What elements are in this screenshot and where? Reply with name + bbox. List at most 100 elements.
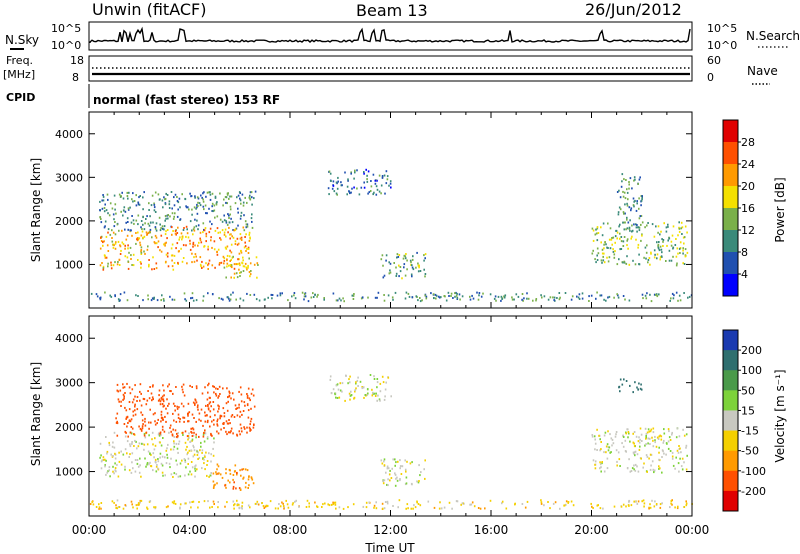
echo-point <box>450 295 452 297</box>
echo-point <box>433 297 435 300</box>
echo-point <box>241 501 244 504</box>
nsky-panel: N.Sky 10^5 10^0 10^5 10^0 N.Search <box>5 21 800 52</box>
echo-point <box>650 252 652 255</box>
echo-point <box>629 229 631 232</box>
echo-point <box>607 449 610 452</box>
echo-point <box>649 443 651 445</box>
echo-point <box>383 398 386 401</box>
echo-point <box>633 442 635 445</box>
echo-point <box>376 378 379 380</box>
echo-point <box>96 295 99 298</box>
echo-point <box>116 422 119 425</box>
y-tick-label: 2000 <box>55 421 83 434</box>
echo-point <box>226 245 229 248</box>
echo-point <box>628 206 631 209</box>
echo-point <box>227 231 229 234</box>
echo-point <box>150 299 153 302</box>
echo-point <box>142 397 145 400</box>
echo-point <box>241 468 243 471</box>
echo-point <box>389 262 392 265</box>
echo-point <box>152 398 154 401</box>
echo-point <box>418 266 420 269</box>
echo-point <box>195 387 198 390</box>
echo-point <box>100 236 102 239</box>
echo-point <box>122 453 125 456</box>
echo-point <box>600 441 602 443</box>
echo-point <box>637 226 640 229</box>
echo-point <box>386 502 389 505</box>
echo-point <box>600 448 602 451</box>
echo-point <box>609 247 612 250</box>
echo-point <box>157 399 160 402</box>
echo-point <box>376 386 378 389</box>
echo-point <box>594 442 597 445</box>
echo-point <box>163 228 165 231</box>
echo-point <box>381 507 384 510</box>
echo-point <box>171 259 173 262</box>
echo-point <box>384 395 386 398</box>
echo-point <box>588 295 590 298</box>
echo-point <box>167 265 170 268</box>
echo-point <box>148 259 150 261</box>
echo-point <box>117 390 120 393</box>
echo-point <box>225 468 227 471</box>
echo-point <box>195 420 197 423</box>
echo-point <box>207 268 209 270</box>
echo-point <box>233 398 235 401</box>
echo-point <box>126 234 129 237</box>
echo-point <box>146 215 148 218</box>
echo-point <box>189 248 192 251</box>
echo-point <box>403 266 405 269</box>
echo-point <box>489 499 492 502</box>
echo-point <box>249 399 251 402</box>
echo-point <box>399 465 402 468</box>
echo-point <box>129 392 132 395</box>
echo-point <box>248 475 250 478</box>
echo-point <box>216 482 218 485</box>
echo-point <box>651 499 653 502</box>
echo-point <box>104 464 106 467</box>
echo-point <box>116 263 119 266</box>
echo-point <box>250 191 253 194</box>
echo-point <box>162 437 164 439</box>
echo-point <box>156 422 158 425</box>
echo-point <box>337 180 339 183</box>
echo-point <box>599 467 601 470</box>
echo-point <box>661 238 663 241</box>
echo-point <box>242 259 244 262</box>
echo-point <box>154 191 157 194</box>
echo-point <box>163 394 165 397</box>
echo-point <box>370 180 372 182</box>
echo-point <box>624 221 626 224</box>
echo-point <box>386 467 389 470</box>
echo-point <box>184 441 187 444</box>
freq-panel: Freq. [MHz] 18 8 60 0 Nave <box>3 54 778 85</box>
echo-point <box>132 410 134 413</box>
echo-point <box>473 505 476 508</box>
echo-point <box>223 198 225 201</box>
echo-point <box>244 404 246 407</box>
echo-point <box>180 247 182 250</box>
echo-point <box>143 398 146 401</box>
echo-point <box>185 225 188 228</box>
echo-point <box>382 264 384 267</box>
echo-point <box>200 419 202 422</box>
echo-point <box>549 296 552 299</box>
echo-point <box>228 226 230 229</box>
echo-point <box>414 506 417 509</box>
echo-point <box>471 501 474 504</box>
echo-point <box>244 220 247 223</box>
echo-point <box>208 259 211 262</box>
echo-point <box>172 412 174 415</box>
echo-point <box>624 298 626 301</box>
freq-tick-top: 18 <box>70 54 84 67</box>
echo-point <box>130 426 133 428</box>
nave-tick-bottom: 0 <box>707 71 714 84</box>
echo-point <box>100 221 103 224</box>
echo-point <box>212 210 214 213</box>
echo-point <box>161 455 164 458</box>
echo-point <box>650 428 653 431</box>
echo-point <box>379 382 382 385</box>
echo-point <box>117 240 120 243</box>
echo-point <box>283 507 285 510</box>
